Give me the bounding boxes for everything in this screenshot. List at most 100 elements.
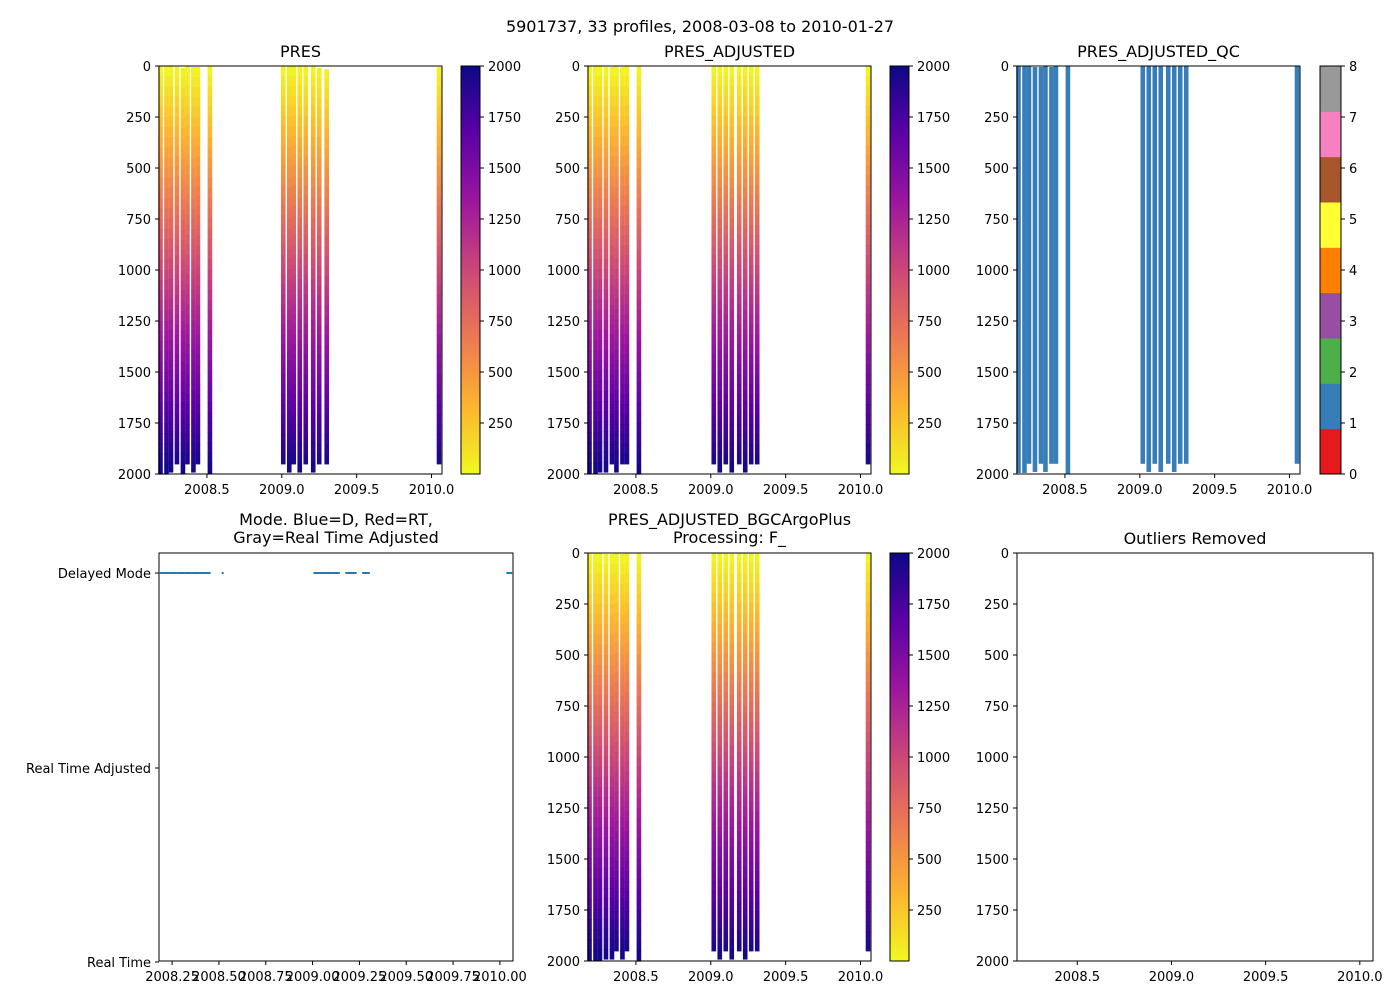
pressure-cell — [174, 116, 180, 128]
pressure-cell — [717, 461, 723, 473]
axes-frame — [158, 552, 514, 962]
pressure-cell — [587, 929, 592, 941]
pressure-cell — [620, 807, 625, 818]
pressure-cell — [180, 118, 186, 130]
pressure-cell — [748, 384, 754, 395]
pressure-cell — [729, 928, 735, 940]
pressure-cell — [723, 245, 729, 256]
pressure-cell — [614, 66, 619, 77]
pressure-cell — [729, 573, 735, 585]
pressure-cell — [620, 604, 625, 616]
pressure-cell — [614, 761, 619, 773]
pressure-cell — [316, 414, 322, 425]
pressure-cell — [180, 240, 186, 251]
colorbar-tick-label: 1000 — [917, 264, 950, 279]
pressure-cell — [286, 329, 292, 341]
pressure-cell — [717, 624, 723, 635]
pressure-cell — [291, 453, 297, 465]
pressure-cell — [865, 95, 871, 107]
pressure-cell — [597, 451, 603, 463]
pressure-cell — [624, 732, 630, 743]
pressure-cell — [603, 746, 609, 758]
pressure-cell — [624, 155, 630, 167]
pressure-cell — [158, 198, 163, 210]
pressure-cell — [729, 654, 735, 666]
pressure-cell — [717, 390, 723, 402]
pressure-cell — [729, 66, 735, 77]
pressure-cell — [316, 246, 322, 257]
pressure-cell — [636, 219, 642, 230]
pressure-cell — [603, 390, 609, 402]
pressure-cell — [593, 797, 598, 808]
y-tick-label: Real Time Adjusted — [26, 762, 151, 777]
pressure-cell — [754, 433, 760, 445]
pressure-cell — [620, 635, 625, 646]
pressure-cell — [280, 245, 286, 256]
pressure-cell — [324, 148, 330, 159]
pressure-cell — [614, 632, 619, 644]
pressure-cell — [291, 185, 297, 196]
pressure-cell — [748, 582, 754, 594]
pressure-cell — [597, 187, 603, 199]
pressure-cell — [207, 462, 213, 474]
pressure-cell — [297, 289, 303, 301]
pressure-cell — [620, 374, 625, 386]
pressure-cell — [195, 235, 201, 247]
pressure-cell — [158, 96, 163, 108]
pressure-cell — [865, 692, 871, 703]
pressure-cell — [736, 195, 742, 206]
pressure-cell — [723, 384, 729, 395]
pressure-cell — [195, 305, 201, 316]
pressure-cell — [636, 553, 642, 564]
pressure-cell — [736, 294, 742, 306]
pressure-cell — [609, 705, 615, 717]
pressure-cell — [711, 761, 717, 773]
pressure-cell — [286, 279, 292, 290]
pressure-cell — [158, 300, 163, 312]
pressure-cell — [723, 771, 729, 783]
pressure-cell — [593, 106, 598, 118]
pressure-cell — [168, 86, 174, 98]
pressure-cell — [168, 208, 174, 219]
y-tick-label: 750 — [984, 213, 1009, 228]
pressure-cell — [324, 404, 330, 416]
pressure-cell — [636, 695, 642, 707]
pressure-cell — [316, 97, 322, 109]
pressure-cell — [748, 672, 754, 683]
profile-column — [1294, 66, 1300, 464]
pressure-cell — [711, 394, 717, 405]
pressure-cell — [195, 195, 201, 207]
pressure-cell — [729, 370, 735, 382]
pressure-cell — [603, 948, 609, 960]
pressure-cell — [597, 218, 603, 229]
pressure-cell — [597, 858, 603, 870]
pressure-cell — [636, 604, 642, 615]
pressure-cell — [174, 285, 180, 296]
pressure-cell — [164, 76, 169, 87]
pressure-cell — [185, 274, 190, 286]
pressure-cell — [754, 612, 760, 624]
pressure-cell — [614, 370, 619, 382]
pressure-cell — [624, 871, 630, 882]
pressure-cell — [587, 624, 592, 635]
pressure-cell — [174, 364, 180, 376]
pressure-cell — [593, 228, 598, 240]
pressure-cell — [723, 702, 729, 713]
pressure-cell — [614, 218, 619, 229]
pressure-cell — [324, 345, 330, 356]
pressure-cell — [748, 562, 754, 574]
pressure-cell — [754, 115, 760, 127]
pressure-cell — [324, 286, 330, 297]
pressure-cell — [729, 126, 735, 138]
pressure-cell — [729, 208, 735, 219]
pressure-cell — [593, 736, 598, 747]
pressure-cell — [185, 195, 190, 206]
pressure-cell — [207, 177, 213, 189]
pressure-cell — [711, 294, 717, 306]
pressure-cell — [593, 86, 598, 98]
pressure-cell — [593, 553, 598, 564]
pressure-cell — [620, 136, 625, 147]
pressure-cell — [748, 254, 754, 266]
pressure-cell — [603, 918, 609, 930]
pressure-cell — [603, 786, 609, 798]
